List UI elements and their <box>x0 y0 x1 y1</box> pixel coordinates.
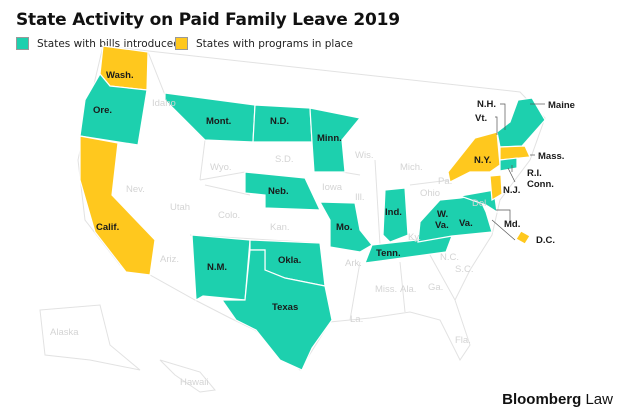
label-other-state: Utah <box>170 202 190 213</box>
alaska-shape <box>39 304 141 371</box>
state-wva-va <box>417 194 493 243</box>
label-other-state: Iowa <box>322 182 343 193</box>
leader-line <box>495 116 498 135</box>
map-title: State Activity on Paid Family Leave 2019 <box>16 10 400 30</box>
label-other-state: Nev. <box>126 184 145 195</box>
leader-line <box>496 209 511 220</box>
state-mo <box>318 201 373 253</box>
hawaii-shape <box>159 359 216 393</box>
label-calif: Calif. <box>96 222 119 233</box>
label-other-state: Alaska <box>50 327 79 338</box>
label-nm: N.M. <box>207 262 227 273</box>
label-other-state: S.D. <box>275 154 293 165</box>
label-other-state: Ariz. <box>160 254 179 265</box>
legend-item-programs: States with programs in place <box>175 37 353 50</box>
label-other-state: Ga. <box>428 282 443 293</box>
label-conn: Conn. <box>527 179 554 190</box>
leader-line <box>507 167 516 183</box>
state-ore <box>79 72 148 146</box>
state-ny <box>447 131 501 183</box>
label-other-state: Colo. <box>218 210 240 221</box>
bloomberg-law-logo: Bloomberg Law <box>502 391 613 408</box>
label-ri: R.I. <box>527 168 542 179</box>
label-other-state: Ark. <box>345 258 362 269</box>
state-neb <box>244 171 321 211</box>
state-ind <box>382 187 409 243</box>
label-other-state: Wis. <box>355 150 373 161</box>
label-nd: N.D. <box>270 116 289 127</box>
label-nj: N.J. <box>503 185 520 196</box>
leader-line <box>500 103 506 130</box>
state-dc <box>515 230 531 245</box>
label-other-state: La. <box>350 314 363 325</box>
label-other-state: Idaho <box>152 98 176 109</box>
label-other-state: N.C. <box>440 252 459 263</box>
label-other-state: Del. <box>472 198 489 209</box>
state-calif <box>79 135 156 276</box>
label-wva-2: Va. <box>435 220 449 231</box>
label-ore: Ore. <box>93 105 112 116</box>
label-ind: Ind. <box>385 207 402 218</box>
state-minn <box>309 107 362 173</box>
legend-label: States with programs in place <box>196 37 354 50</box>
label-va: Va. <box>459 218 473 229</box>
label-other-state: Mich. <box>400 162 423 173</box>
leader-line <box>491 219 516 241</box>
legend-item-bills: States with bills introduced <box>16 37 180 50</box>
label-other-state: Wyo. <box>210 162 232 173</box>
label-wash: Wash. <box>106 70 134 81</box>
logo-product: Law <box>585 391 613 408</box>
label-other-state: Hawaii <box>180 377 209 388</box>
label-wva-1: W. <box>437 209 448 220</box>
legend-swatch-bills <box>16 37 29 50</box>
label-other-state: Miss. <box>375 284 397 295</box>
label-texas: Texas <box>272 302 298 313</box>
state-texas <box>220 249 333 371</box>
label-maine: Maine <box>548 100 575 111</box>
state-nm <box>191 234 251 301</box>
label-other-state: Ala. <box>400 284 416 295</box>
label-other-state: Fla. <box>455 335 471 346</box>
label-mass: Mass. <box>538 151 564 162</box>
label-other-state: Ohio <box>420 188 440 199</box>
label-mo: Mo. <box>336 222 352 233</box>
label-vt: Vt. <box>475 113 487 124</box>
label-mont: Mont. <box>206 116 231 127</box>
state-conn-ri <box>499 157 518 172</box>
label-md: Md. <box>504 219 520 230</box>
legend-swatch-programs <box>175 37 188 50</box>
label-tenn: Tenn. <box>376 248 401 259</box>
label-other-state: Ky. <box>408 232 421 243</box>
label-other-state: Kan. <box>270 222 290 233</box>
state-md <box>457 189 498 214</box>
label-neb: Neb. <box>268 186 289 197</box>
label-other-state: S.C. <box>455 264 473 275</box>
state-nj <box>489 174 503 202</box>
label-other-state: Ill. <box>355 192 365 203</box>
label-okla: Okla. <box>278 255 301 266</box>
label-minn: Minn. <box>317 133 342 144</box>
label-ny: N.Y. <box>474 155 491 166</box>
state-mass <box>499 145 531 161</box>
label-nh: N.H. <box>477 99 496 110</box>
legend-label: States with bills introduced <box>37 37 180 50</box>
logo-brand: Bloomberg <box>502 391 582 408</box>
label-dc: D.C. <box>536 235 555 246</box>
label-other-state: Pa. <box>438 176 452 187</box>
